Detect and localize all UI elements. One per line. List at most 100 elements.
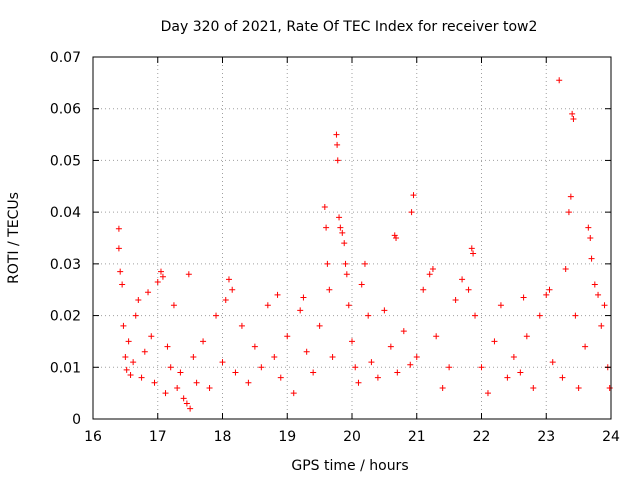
data-point [200,338,207,345]
data-point [408,209,415,216]
data-point [368,359,375,366]
data-point [120,322,127,329]
data-point [125,338,132,345]
x-tick-label: 18 [214,429,232,445]
data-point [465,286,472,293]
data-point [190,353,197,360]
data-point [523,333,530,340]
data-point [277,374,284,381]
y-tick-label: 0.07 [50,50,81,66]
data-point [238,322,245,329]
data-point [271,353,278,360]
y-tick-label: 0.02 [50,309,81,325]
data-point [570,116,577,123]
data-point [225,276,232,283]
data-point [446,364,453,371]
data-point [329,353,336,360]
x-tick-label: 23 [537,429,555,445]
x-tick-label: 19 [278,429,296,445]
data-point [229,286,236,293]
data-point [222,297,229,304]
data-point [219,359,226,366]
data-point [251,343,258,350]
data-point [213,312,220,319]
data-point [337,224,344,231]
data-point [497,302,504,309]
data-point [187,405,194,412]
data-point [185,271,192,278]
data-point [154,278,161,285]
data-point [567,193,574,200]
data-point [407,361,414,368]
data-point [345,302,352,309]
data-point [180,395,187,402]
x-tick-label: 20 [343,429,361,445]
data-point [546,286,553,293]
data-point [123,366,130,373]
data-point [284,333,291,340]
y-tick-label: 0.04 [50,205,81,221]
data-point [365,312,372,319]
data-point [174,384,181,391]
data-points [115,77,613,412]
data-point [591,281,598,288]
data-point [183,400,190,407]
data-point [355,379,362,386]
data-point [470,250,477,257]
data-point [484,390,491,397]
data-point [517,369,524,376]
data-point [167,364,174,371]
x-tick-label: 22 [473,429,491,445]
data-point [358,281,365,288]
data-point [391,232,398,239]
data-point [601,302,608,309]
data-point [394,369,401,376]
x-axis-label: GPS time / hours [291,458,408,474]
data-point [177,369,184,376]
data-point [341,240,348,247]
grid [93,57,611,419]
data-point [138,374,145,381]
x-tick-label: 21 [408,429,426,445]
data-point [117,268,124,275]
data-point [562,266,569,273]
data-point [119,281,126,288]
data-point [504,374,511,381]
data-point [326,286,333,293]
data-point [334,157,341,164]
data-point [157,268,164,275]
data-point [321,203,328,210]
data-point [459,276,466,283]
axis-ticks [92,56,612,420]
data-point [127,372,134,379]
data-point [300,294,307,301]
data-point [151,379,158,386]
data-point [361,260,368,267]
x-tick-label: 16 [84,429,102,445]
data-point [530,384,537,391]
data-point [303,348,310,355]
data-point [342,260,349,267]
data-point [336,214,343,221]
y-tick-label: 0.01 [50,360,81,376]
data-point [572,312,579,319]
y-tick-label: 0 [72,412,81,428]
data-point [159,273,166,280]
data-point [410,192,417,199]
data-point [387,343,394,350]
y-tick-label: 0.03 [50,257,81,273]
data-point [543,291,550,298]
x-tick-label: 17 [149,429,167,445]
data-point [582,343,589,350]
data-point [323,224,330,231]
data-point [374,374,381,381]
data-point [343,271,350,278]
data-point [162,390,169,397]
data-point [349,338,355,345]
data-point [132,312,139,319]
data-point [339,229,346,236]
data-point [536,312,543,319]
data-point [141,348,148,355]
data-point [606,384,613,391]
